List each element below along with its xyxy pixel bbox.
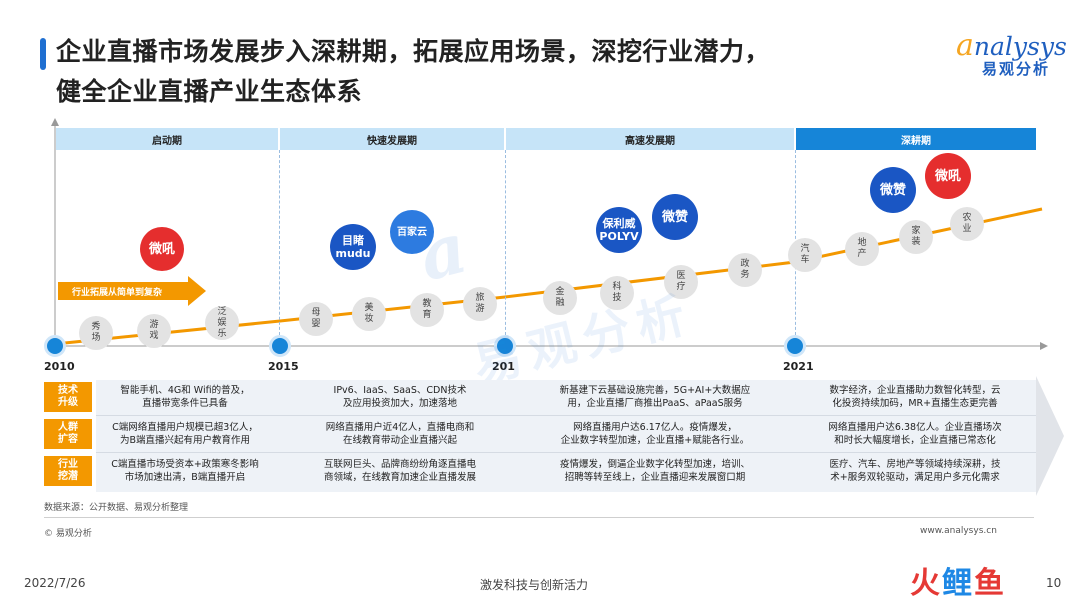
page-title-line1: 企业直播市场发展步入深耕期，拓展应用场景，深挖行业潜力， [56, 37, 771, 66]
website-url: www.analysys.cn [920, 526, 997, 536]
industry-circle: 秀 场 [79, 316, 113, 350]
industry-circle: 家 装 [899, 220, 933, 254]
industry-circle: 医 疗 [664, 265, 698, 299]
industry-circle: 政 务 [728, 253, 762, 287]
year-node-2015 [269, 335, 291, 357]
page-number: 10 [1046, 576, 1062, 590]
year-node-2021 [784, 335, 806, 357]
row-divider [96, 415, 1036, 416]
phase-label: 深耕期 [901, 135, 931, 147]
brand-name: 百家云 [397, 226, 427, 238]
year-label: 201 [492, 360, 515, 373]
expansion-arrow-head [188, 276, 206, 306]
title-accent-bar [40, 38, 46, 70]
industry-circle: 金 融 [543, 281, 577, 315]
driver-table-background [96, 380, 1036, 492]
phase-fast: 快速发展期 [280, 128, 504, 150]
industry-circle: 美 妆 [352, 297, 386, 331]
industry-circle: 教 育 [410, 293, 444, 327]
industry-circle: 农 业 [950, 207, 984, 241]
weihou-logo-icon: 微吼 [140, 227, 184, 271]
phase-label: 快速发展期 [367, 135, 417, 147]
phase-divider [505, 150, 506, 340]
table-cell: 医疗、汽车、房地产等领域持续深耕，技 术+服务双轮驱动，满足用户多元化需求 [829, 459, 1001, 483]
expansion-arrow: 行业拓展从简单到复杂 [58, 282, 188, 300]
table-cell: 网络直播用户达6.38亿人。企业直播场次 和时长大幅度增长，企业直播已常态化 [828, 422, 1002, 446]
polyv-logo-icon: 保利威 POLYV [596, 207, 642, 253]
table-cell: 数字经济，企业直播助力数智化转型，云 化投资持续加码，MR+直播生态更完善 [829, 385, 1001, 409]
row-label-users: 人群 扩容 [44, 419, 92, 449]
industry-circle: 汽 车 [788, 238, 822, 272]
y-axis-arrow [51, 118, 59, 126]
industry-circle: 旅 游 [463, 287, 497, 321]
table-cell: C端网络直播用户规模已超3亿人， 为B端直播兴起有用户教育作用 [112, 422, 258, 446]
brand-name: 微吼 [934, 168, 961, 184]
brand-name: 保利威 POLYV [599, 217, 639, 243]
x-axis-arrow [1040, 342, 1048, 350]
year-label: 2021 [783, 360, 814, 373]
weizan-logo-icon: 微赞 [870, 167, 916, 213]
row-label-industry: 行业 挖潜 [44, 456, 92, 486]
corner-mark-1: 火 [910, 566, 942, 601]
analysys-logo: analysys [956, 28, 1067, 63]
brand-name: 微赞 [879, 182, 906, 198]
industry-circle: 科 技 [600, 276, 634, 310]
analysys-logo-text: nalysys [973, 32, 1067, 61]
table-cell: IPv6、IaaS、SaaS、CDN技术 及应用投资加大，加速落地 [333, 385, 467, 409]
brand-name: 目睹 mudu [335, 234, 371, 260]
year-label: 2015 [268, 360, 299, 373]
industry-circle: 泛 娱 乐 [205, 306, 239, 340]
footer-divider [44, 517, 1034, 518]
analysys-logo-initial: a [956, 28, 974, 63]
industry-circle: 母 婴 [299, 302, 333, 336]
phase-label: 启动期 [152, 135, 182, 147]
mudu-logo-icon: 目睹 mudu [330, 224, 376, 270]
industry-circle: 地 产 [845, 232, 879, 266]
page-title-line2: 健全企业直播产业生态体系 [56, 77, 363, 106]
data-source: 数据来源：公开数据、易观分析整理 [44, 503, 189, 513]
phase-high-speed: 高速发展期 [506, 128, 794, 150]
phase-divider [279, 150, 280, 340]
table-cell: 新基建下云基础设施完善，5G+AI+大数据应 用，企业直播厂商推出PaaS、aP… [559, 385, 751, 409]
year-node-2010 [44, 335, 66, 357]
weizan-logo-icon: 微赞 [652, 194, 698, 240]
brand-name: 微吼 [148, 241, 175, 257]
analysys-logo-cn: 易观分析 [982, 60, 1051, 78]
table-cell: 网络直播用户达6.17亿人。疫情爆发， 企业数字转型加速，企业直播+赋能各行业。 [560, 422, 750, 446]
baijiayun-logo-icon: 百家云 [390, 210, 434, 254]
copyright: © 易观分析 [44, 529, 92, 539]
table-cell: 疫情爆发，倒逼企业数字化转型加速，培训、 招聘等转至线上，企业直播迎来发展窗口期 [559, 459, 750, 483]
year-node-2019 [494, 335, 516, 357]
year-label: 2010 [44, 360, 75, 373]
footer-slogan: 激发科技与创新活力 [480, 578, 589, 592]
row-label-tech: 技术 升级 [44, 382, 92, 412]
corner-watermark: 火鲤鱼 [910, 558, 1006, 602]
table-cell: C端直播市场受资本+政策寒冬影响 市场加速出清，B端直播开启 [111, 459, 259, 483]
corner-mark-2: 鲤 [942, 566, 974, 601]
table-cell: 网络直播用户近4亿人，直播电商和 在线教育带动企业直播兴起 [325, 422, 475, 446]
row-divider [96, 452, 1036, 453]
table-right-arrow [1036, 376, 1064, 496]
table-cell: 互联网巨头、品牌商纷纷角逐直播电 商领域，在线教育加速企业直播发展 [323, 459, 476, 483]
page-title: 企业直播市场发展步入深耕期，拓展应用场景，深挖行业潜力， 健全企业直播产业生态体… [56, 32, 770, 112]
corner-mark-3: 鱼 [974, 566, 1006, 601]
table-cell: 智能手机、4G和 Wifi的普及， 直播带宽条件已具备 [120, 385, 250, 409]
phase-startup: 启动期 [56, 128, 278, 150]
industry-circle: 游 戏 [137, 314, 171, 348]
brand-name: 微赞 [661, 209, 688, 225]
weihou-logo-icon: 微吼 [925, 153, 971, 199]
phase-label: 高速发展期 [625, 135, 675, 147]
date: 2022/7/26 [24, 576, 86, 590]
phase-deep: 深耕期 [796, 128, 1036, 150]
